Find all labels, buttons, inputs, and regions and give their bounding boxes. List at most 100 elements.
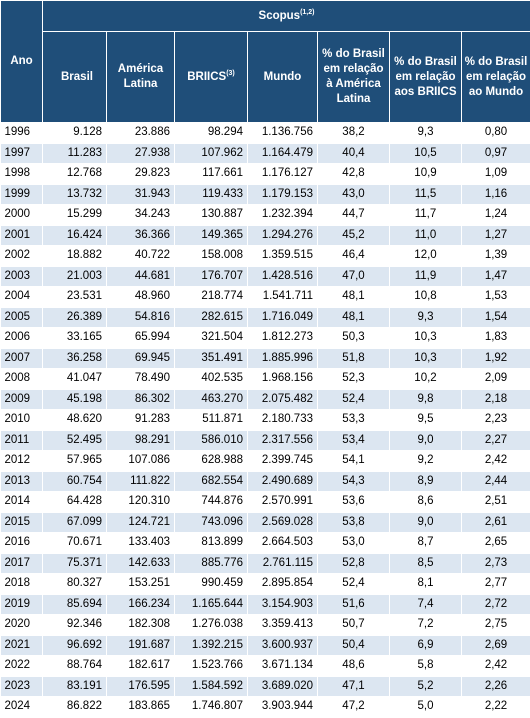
mundo-cell: 3.359.413 xyxy=(248,615,318,636)
brasil-cell: 86.822 xyxy=(43,697,107,718)
pct-america-latina-cell: 51,6 xyxy=(318,594,390,615)
brasil-cell: 96.692 xyxy=(43,635,107,656)
pct-mundo-cell: 2,22 xyxy=(462,697,530,718)
mundo-cell: 2.490.689 xyxy=(248,471,318,492)
pct-america-latina-cell: 54,1 xyxy=(318,451,390,472)
pct-america-latina-cell: 52,3 xyxy=(318,369,390,390)
pct-america-latina-cell: 47,0 xyxy=(318,266,390,287)
pct-mundo-cell: 1,83 xyxy=(462,328,530,349)
america-latina-cell: 98.291 xyxy=(107,430,175,451)
pct-briics-cell: 8,1 xyxy=(390,574,462,595)
america-latina-cell: 124.721 xyxy=(107,512,175,533)
brasil-cell: 45.198 xyxy=(43,389,107,410)
pct-mundo-cell: 2,75 xyxy=(462,615,530,636)
brasil-cell: 85.694 xyxy=(43,594,107,615)
pct-america-latina-cell: 46,4 xyxy=(318,246,390,267)
pct-briics-cell: 5,2 xyxy=(390,676,462,697)
pct-mundo-cell: 2,23 xyxy=(462,410,530,431)
year-cell: 2020 xyxy=(1,615,43,636)
header-america-latina: América Latina xyxy=(107,32,175,123)
pct-briics-cell: 11,9 xyxy=(390,266,462,287)
pct-mundo-cell: 1,27 xyxy=(462,225,530,246)
pct-briics-cell: 9,0 xyxy=(390,430,462,451)
mundo-cell: 1.294.276 xyxy=(248,225,318,246)
america-latina-cell: 54.816 xyxy=(107,307,175,328)
briics-cell: 885.776 xyxy=(175,553,248,574)
america-latina-cell: 91.283 xyxy=(107,410,175,431)
mundo-cell: 3.600.937 xyxy=(248,635,318,656)
pct-mundo-cell: 1,09 xyxy=(462,164,530,185)
briics-cell: 628.988 xyxy=(175,451,248,472)
pct-mundo-cell: 2,61 xyxy=(462,512,530,533)
mundo-cell: 1.136.756 xyxy=(248,123,318,144)
year-cell: 2011 xyxy=(1,430,43,451)
pct-briics-cell: 5,0 xyxy=(390,697,462,718)
year-cell: 2001 xyxy=(1,225,43,246)
year-cell: 2012 xyxy=(1,451,43,472)
america-latina-cell: 191.687 xyxy=(107,635,175,656)
america-latina-cell: 107.086 xyxy=(107,451,175,472)
america-latina-cell: 34.243 xyxy=(107,205,175,226)
pct-mundo-cell: 1,54 xyxy=(462,307,530,328)
pct-mundo-cell: 2,73 xyxy=(462,553,530,574)
pct-briics-cell: 6,9 xyxy=(390,635,462,656)
america-latina-cell: 27.938 xyxy=(107,143,175,164)
pct-america-latina-cell: 44,7 xyxy=(318,205,390,226)
pct-mundo-cell: 2,44 xyxy=(462,471,530,492)
america-latina-cell: 48.960 xyxy=(107,287,175,308)
year-cell: 2010 xyxy=(1,410,43,431)
pct-america-latina-cell: 54,3 xyxy=(318,471,390,492)
pct-america-latina-cell: 47,2 xyxy=(318,697,390,718)
year-cell: 2007 xyxy=(1,348,43,369)
america-latina-cell: 23.886 xyxy=(107,123,175,144)
america-latina-cell: 176.595 xyxy=(107,676,175,697)
mundo-cell: 2.075.482 xyxy=(248,389,318,410)
year-cell: 2024 xyxy=(1,697,43,718)
america-latina-cell: 153.251 xyxy=(107,574,175,595)
pct-mundo-cell: 0,80 xyxy=(462,123,530,144)
pct-mundo-cell: 1,16 xyxy=(462,184,530,205)
pct-briics-cell: 9,2 xyxy=(390,451,462,472)
year-cell: 2002 xyxy=(1,246,43,267)
pct-america-latina-cell: 48,6 xyxy=(318,656,390,677)
year-cell: 2000 xyxy=(1,205,43,226)
briics-cell: 402.535 xyxy=(175,369,248,390)
briics-cell: 813.899 xyxy=(175,533,248,554)
pct-mundo-cell: 2,65 xyxy=(462,533,530,554)
brasil-cell: 70.671 xyxy=(43,533,107,554)
pct-briics-cell: 8,6 xyxy=(390,492,462,513)
pct-america-latina-cell: 50,3 xyxy=(318,328,390,349)
pct-briics-cell: 9,3 xyxy=(390,307,462,328)
brasil-cell: 21.003 xyxy=(43,266,107,287)
briics-cell: 158.008 xyxy=(175,246,248,267)
mundo-cell: 1.541.711 xyxy=(248,287,318,308)
pct-briics-cell: 11,5 xyxy=(390,184,462,205)
pct-mundo-cell: 0,97 xyxy=(462,143,530,164)
america-latina-cell: 182.617 xyxy=(107,656,175,677)
year-cell: 1997 xyxy=(1,143,43,164)
briics-cell: 1.165.644 xyxy=(175,594,248,615)
pct-mundo-cell: 1,53 xyxy=(462,287,530,308)
mundo-cell: 1.232.394 xyxy=(248,205,318,226)
brasil-cell: 57.965 xyxy=(43,451,107,472)
mundo-cell: 1.716.049 xyxy=(248,307,318,328)
pct-briics-cell: 10,3 xyxy=(390,328,462,349)
briics-cell: 990.459 xyxy=(175,574,248,595)
america-latina-cell: 36.366 xyxy=(107,225,175,246)
pct-america-latina-cell: 43,0 xyxy=(318,184,390,205)
briics-cell: 463.270 xyxy=(175,389,248,410)
briics-cell: 119.433 xyxy=(175,184,248,205)
pct-america-latina-cell: 53,8 xyxy=(318,512,390,533)
pct-america-latina-cell: 45,2 xyxy=(318,225,390,246)
mundo-cell: 2.399.745 xyxy=(248,451,318,472)
